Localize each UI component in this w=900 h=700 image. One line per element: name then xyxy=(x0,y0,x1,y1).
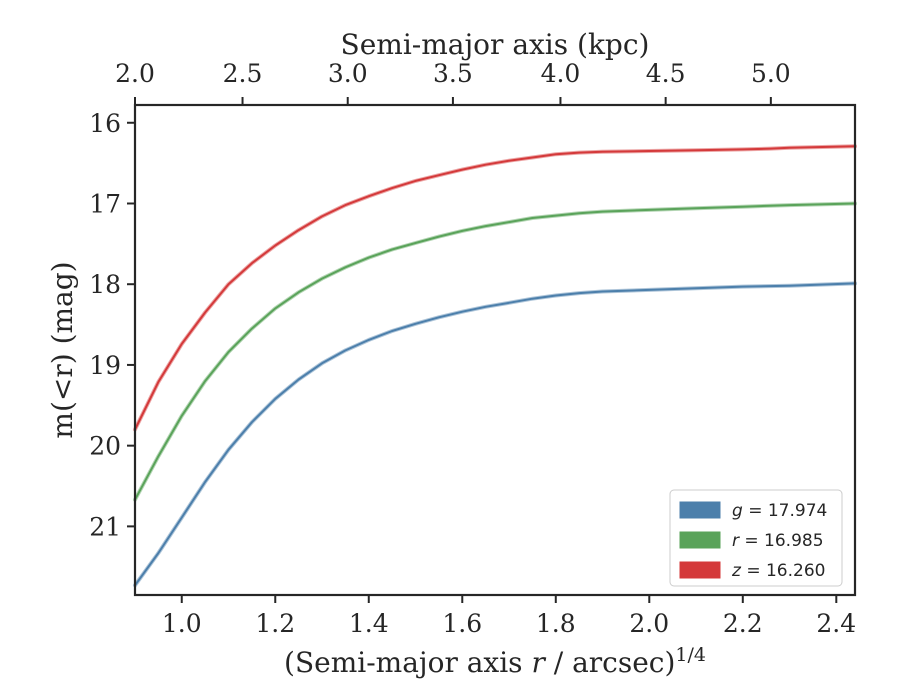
x2-tick-label: 2.0 xyxy=(115,59,155,88)
series-z-line xyxy=(134,145,856,431)
x-tick-label: 1.8 xyxy=(536,609,576,638)
x2-tick-label: 4.0 xyxy=(541,59,581,88)
x-tick-label: 1.0 xyxy=(162,609,202,638)
legend-swatch-g xyxy=(679,501,721,519)
y-tick-label: 16 xyxy=(89,109,121,138)
x2-tick-label: 3.0 xyxy=(328,59,368,88)
x2-tick-label: 3.5 xyxy=(433,59,473,88)
legend-swatch-z xyxy=(679,561,721,579)
x-tick-label: 1.2 xyxy=(255,609,295,638)
x-tick-label: 1.4 xyxy=(349,609,389,638)
x-tick-label: 2.2 xyxy=(723,609,763,638)
y-axis-title: m(<r) (mag) xyxy=(46,261,79,438)
y-tick-label: 21 xyxy=(89,512,121,541)
series-g-line xyxy=(134,282,856,587)
y-tick-label: 20 xyxy=(89,432,121,461)
series-r-line xyxy=(134,202,856,501)
legend: g = 17.974 r = 16.985 z = 16.260 xyxy=(669,489,843,587)
legend-label-g: g = 17.974 xyxy=(732,501,827,521)
x-axis-title: (Semi-major axis r / arcsec)1/4 xyxy=(284,644,706,679)
x2-axis-title: Semi-major axis (kpc) xyxy=(341,28,650,61)
x-axis: 1.0 1.2 1.4 1.6 1.8 2.0 2.2 2.4 xyxy=(162,595,856,638)
series-layer xyxy=(133,144,857,588)
x2-tick-label: 4.5 xyxy=(646,59,686,88)
x2-tick-label: 5.0 xyxy=(751,59,791,88)
x-tick-label: 2.0 xyxy=(629,609,669,638)
x2-axis-top: 2.0 2.5 3.0 3.5 4.0 4.5 5.0 xyxy=(115,59,791,105)
x-tick-label: 2.4 xyxy=(816,609,856,638)
y-tick-label: 19 xyxy=(89,351,121,380)
x2-tick-label: 2.5 xyxy=(223,59,263,88)
y-tick-label: 18 xyxy=(89,270,121,299)
legend-swatch-r xyxy=(679,531,721,549)
legend-label-z: z = 16.260 xyxy=(731,561,825,581)
y-axis: 16 17 18 19 20 21 xyxy=(89,109,135,541)
x-tick-label: 1.6 xyxy=(442,609,482,638)
y-tick-label: 17 xyxy=(89,189,121,218)
series-r-band xyxy=(133,201,857,502)
plot-frame xyxy=(133,103,857,597)
legend-label-r: r = 16.985 xyxy=(732,531,824,551)
